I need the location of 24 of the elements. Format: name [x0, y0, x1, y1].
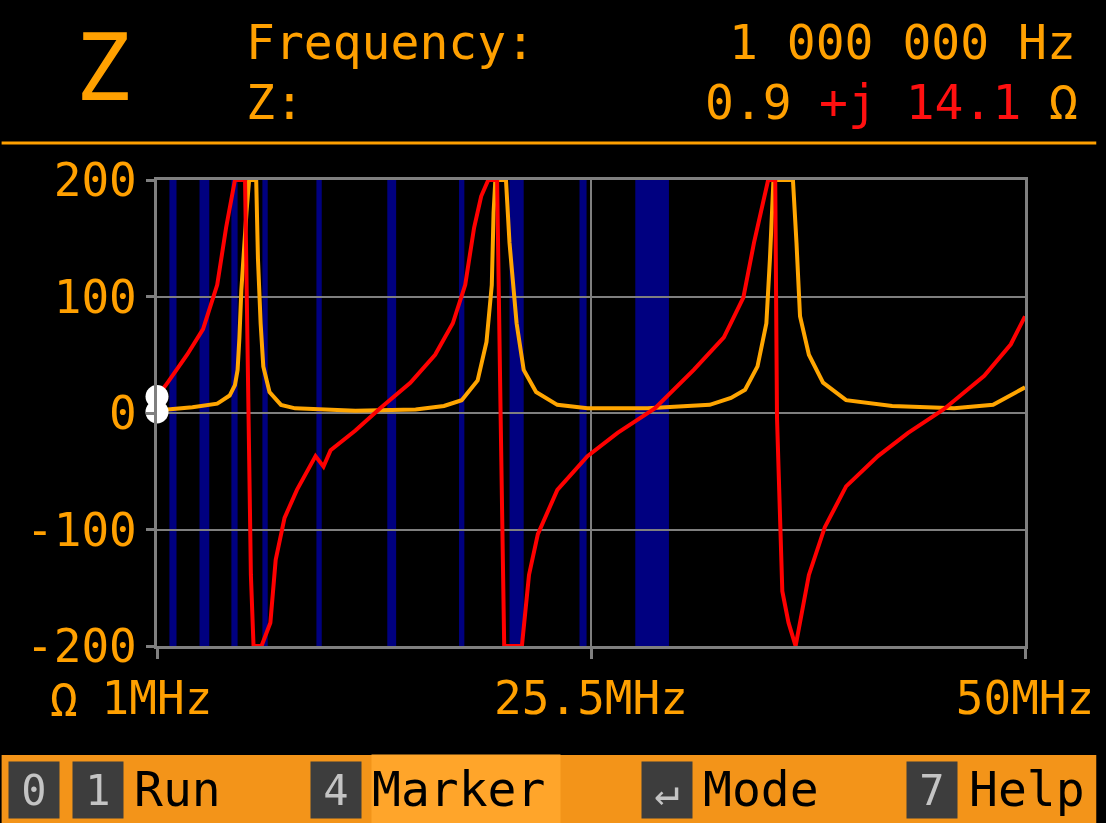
text: Help	[969, 761, 1085, 817]
text: 7	[919, 765, 945, 815]
y-tick-label: -200	[26, 619, 137, 674]
text: Frequency:	[246, 14, 535, 70]
text: Mode	[703, 761, 819, 817]
text: Z:	[246, 74, 304, 130]
y-tick-label: 200	[53, 153, 137, 208]
text: 4	[323, 765, 349, 815]
y-tick-label: 100	[53, 269, 137, 324]
y-axis-title: Ω	[50, 673, 78, 727]
x-tick-label: 50MHz	[955, 671, 1095, 726]
x-tick-label: 1MHz	[101, 671, 213, 726]
y-tick-label: 0	[109, 386, 137, 441]
text: +j 14.1	[819, 74, 1022, 130]
text: 0.9	[705, 74, 792, 130]
y-tick-label: -100	[26, 502, 137, 557]
text: 1 000 000 Hz	[729, 14, 1076, 70]
text: Run	[134, 761, 221, 817]
text: 1	[85, 765, 111, 815]
text: Ω	[1049, 74, 1078, 130]
text: Marker	[372, 761, 546, 817]
text: ↵	[654, 765, 680, 815]
chart-title: Z	[75, 15, 131, 123]
x-tick-label: 25.5MHz	[494, 671, 688, 726]
